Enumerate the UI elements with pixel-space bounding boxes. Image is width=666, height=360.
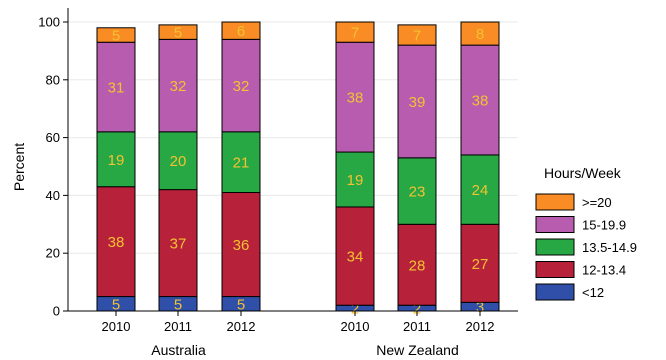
data-label: 38 (108, 234, 125, 251)
data-label: 32 (170, 78, 187, 95)
bar-segment (96, 186, 136, 298)
bar-segment (397, 223, 437, 306)
data-label: 5 (174, 296, 182, 313)
bar-segment (335, 21, 375, 43)
bar-segment (460, 154, 500, 225)
data-label: 38 (472, 93, 489, 110)
bar-segment (221, 131, 261, 194)
bar-segment (335, 41, 375, 153)
data-label: 39 (409, 94, 426, 111)
data-label: 5 (112, 28, 120, 45)
data-label: 34 (347, 249, 364, 266)
x-group-label: Australia (151, 342, 206, 358)
legend: Hours/Week >=20 15-19.9 13.5-14.9 12-13.4 <1… (535, 165, 637, 301)
legend-swatch (535, 283, 575, 301)
data-label: 21 (233, 155, 250, 172)
data-label: 5 (174, 25, 182, 42)
bar-segment (335, 206, 375, 306)
y-axis-title: Percent (11, 143, 27, 191)
bar-segment (158, 189, 198, 298)
x-tick-label: 2010 (341, 319, 370, 334)
data-label: 28 (409, 257, 426, 274)
data-label: 19 (108, 152, 125, 169)
data-label: 27 (472, 256, 489, 273)
data-label: 37 (170, 236, 187, 253)
bar-segment (158, 131, 198, 191)
bar-segment (397, 24, 437, 46)
x-tick-label: 2011 (164, 319, 192, 334)
gridlines (68, 21, 518, 254)
data-label: 20 (170, 153, 187, 170)
data-label: 5 (237, 296, 245, 313)
data-label: 38 (347, 90, 364, 107)
data-label: 2 (413, 301, 421, 318)
bar-segment (96, 27, 136, 43)
bar-segment (221, 192, 261, 298)
legend-label: >=20 (582, 195, 612, 210)
x-tick-label: 2012 (227, 319, 256, 334)
y-tick-label: 80 (46, 72, 60, 87)
bar-segment (96, 41, 136, 133)
data-label: 31 (108, 80, 125, 97)
data-label: 2 (351, 301, 359, 318)
legend-label: 15-19.9 (582, 218, 626, 233)
y-tick-label: 40 (46, 188, 60, 203)
bar-segment (221, 38, 261, 133)
data-label: 7 (413, 28, 421, 45)
data-label: 5 (112, 296, 120, 313)
legend-label: <12 (582, 285, 604, 300)
x-tick-label: 2012 (466, 319, 495, 334)
legend-swatch (535, 193, 575, 211)
legend-swatch (535, 216, 575, 233)
bar-segment (158, 38, 198, 133)
bar-segment (460, 21, 500, 46)
bar-segment (397, 44, 437, 159)
bars: 5381931553720325536213262341938722823397… (96, 21, 500, 318)
x-group-label: New Zealand (376, 342, 459, 358)
data-label: 6 (237, 23, 245, 40)
data-label: 23 (409, 184, 426, 201)
bar-segment (221, 21, 261, 40)
bar-segment (460, 223, 500, 303)
data-label: 19 (347, 172, 364, 189)
legend-label: 13.5-14.9 (582, 240, 637, 255)
y-tick-label: 20 (46, 246, 60, 261)
y-tick-label: 60 (46, 130, 60, 145)
data-label: 8 (476, 26, 484, 43)
bar-segment (158, 24, 198, 40)
legend-label: 12-13.4 (582, 263, 626, 278)
data-label: 7 (351, 25, 359, 42)
bar-segment (397, 157, 437, 225)
data-label: 3 (476, 299, 484, 316)
data-label: 36 (233, 237, 250, 254)
legend-swatch (535, 261, 575, 278)
bar-segment (335, 151, 375, 208)
data-label: 24 (472, 182, 489, 199)
y-tick-label: 0 (53, 304, 60, 319)
x-tick-label: 2011 (403, 319, 431, 334)
data-label: 32 (233, 78, 250, 95)
x-tick-label: 2010 (102, 319, 131, 334)
legend-swatch (535, 238, 575, 256)
y-tick-label: 100 (38, 15, 60, 30)
legend-title: Hours/Week (544, 165, 622, 181)
